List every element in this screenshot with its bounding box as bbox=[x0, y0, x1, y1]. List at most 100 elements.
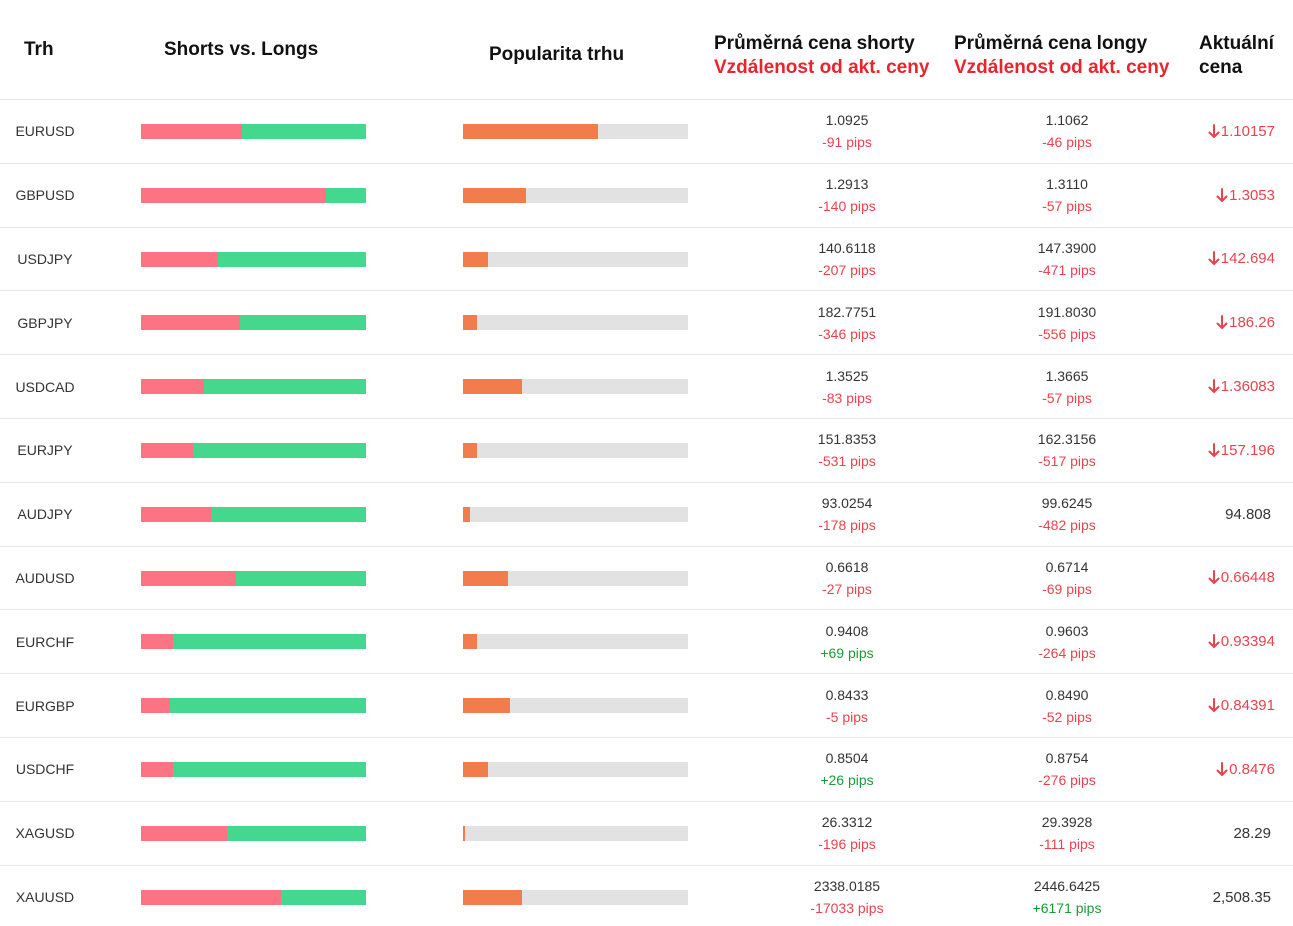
market-symbol[interactable]: USDJPY bbox=[17, 250, 73, 267]
avg-long-pips: -276 pips bbox=[1038, 772, 1096, 789]
current-price-value: 0.93394 bbox=[1220, 633, 1275, 651]
market-symbol[interactable]: EURGBP bbox=[15, 697, 75, 714]
popularity-bar bbox=[463, 698, 688, 714]
table-row[interactable]: USDCAD 1.3525 -83 pips 1.3665 -57 pips 1.3608… bbox=[0, 355, 1293, 419]
avg-short-distance-label: Vzdálenost od akt. ceny bbox=[714, 57, 930, 78]
column-header-avg-short[interactable]: Průměrná cena shorty Vzdálenost od akt. … bbox=[714, 32, 929, 80]
market-symbol[interactable]: EURCHF bbox=[15, 633, 75, 650]
avg-short-price: 26.3312 bbox=[821, 814, 873, 831]
current-price: 1.36083 bbox=[1208, 355, 1275, 418]
table-row[interactable]: EURJPY 151.8353 -531 pips 162.3156 -517 pips… bbox=[0, 419, 1293, 483]
shorts-vs-longs-bar bbox=[141, 698, 366, 714]
shorts-segment bbox=[141, 506, 211, 522]
table-row[interactable]: USDCHF 0.8504 +26 pips 0.8754 -276 pips 0.847… bbox=[0, 738, 1293, 802]
shorts-segment bbox=[141, 251, 218, 267]
arrow-down-icon bbox=[1216, 315, 1228, 330]
shorts-segment bbox=[141, 570, 236, 586]
avg-long-pips: -46 pips bbox=[1042, 134, 1092, 151]
shorts-vs-longs-bar bbox=[141, 251, 366, 267]
avg-long-price: 1.1062 bbox=[1045, 112, 1089, 129]
arrow-down-icon bbox=[1208, 379, 1220, 394]
avg-short-price: 0.8433 bbox=[825, 686, 869, 703]
column-header-avg-long[interactable]: Průměrná cena longy Vzdálenost od akt. c… bbox=[954, 32, 1169, 80]
avg-long-price: 99.6245 bbox=[1041, 495, 1093, 512]
popularity-fill bbox=[463, 698, 511, 714]
current-price-value: 1.10157 bbox=[1220, 122, 1275, 140]
column-header-shorts-vs-longs[interactable]: Shorts vs. Longs bbox=[164, 39, 319, 60]
avg-short-cell: 0.6618 -27 pips bbox=[757, 547, 937, 610]
shorts-segment bbox=[141, 889, 281, 905]
avg-short-pips: -178 pips bbox=[818, 517, 876, 534]
avg-short-pips: -91 pips bbox=[822, 134, 872, 151]
avg-long-cell: 1.3665 -57 pips bbox=[977, 355, 1157, 418]
avg-long-price: 191.8030 bbox=[1037, 303, 1097, 320]
avg-short-cell: 151.8353 -531 pips bbox=[757, 419, 937, 482]
shorts-vs-longs-bar bbox=[141, 315, 366, 331]
avg-long-cell: 0.8754 -276 pips bbox=[977, 738, 1157, 801]
avg-short-cell: 1.0925 -91 pips bbox=[757, 100, 937, 163]
popularity-bar bbox=[463, 825, 688, 841]
table-row[interactable]: XAUUSD 2338.0185 -17033 pips 2446.6425 +6171… bbox=[0, 866, 1293, 926]
market-symbol[interactable]: USDCAD bbox=[15, 378, 75, 395]
avg-long-cell: 0.8490 -52 pips bbox=[977, 674, 1157, 737]
table-row[interactable]: GBPUSD 1.2913 -140 pips 1.3110 -57 pips 1.305… bbox=[0, 164, 1293, 228]
market-symbol[interactable]: XAGUSD bbox=[15, 825, 75, 842]
avg-short-pips: -531 pips bbox=[818, 453, 876, 470]
avg-long-pips: -556 pips bbox=[1038, 325, 1096, 342]
table-row[interactable]: EURGBP 0.8433 -5 pips 0.8490 -52 pips 0.84391 bbox=[0, 674, 1293, 738]
current-price-value: 28.29 bbox=[1233, 824, 1271, 842]
market-symbol[interactable]: GBPJPY bbox=[17, 314, 73, 331]
avg-long-price: 2446.6425 bbox=[1033, 878, 1101, 895]
arrow-down-icon bbox=[1216, 187, 1228, 202]
avg-long-pips: -264 pips bbox=[1038, 644, 1096, 661]
column-header-popularity[interactable]: Popularita trhu bbox=[489, 44, 625, 65]
avg-short-price: 0.9408 bbox=[825, 622, 869, 639]
avg-long-price: 0.8754 bbox=[1045, 750, 1089, 767]
table-row[interactable]: AUDJPY 93.0254 -178 pips 99.6245 -482 pips 94… bbox=[0, 483, 1293, 547]
current-price: 94.808 bbox=[1225, 483, 1271, 546]
avg-short-pips: -196 pips bbox=[818, 836, 876, 853]
market-symbol[interactable]: GBPUSD bbox=[15, 187, 75, 204]
avg-long-price: 147.3900 bbox=[1037, 239, 1097, 256]
popularity-bar bbox=[463, 187, 688, 203]
shorts-vs-longs-bar bbox=[141, 442, 366, 458]
avg-long-pips: -69 pips bbox=[1042, 580, 1092, 597]
column-header-market[interactable]: Trh bbox=[24, 39, 54, 60]
avg-short-cell: 2338.0185 -17033 pips bbox=[757, 866, 937, 926]
sentiment-table-body: EURUSD 1.0925 -91 pips 1.1062 -46 pips 1.1015… bbox=[0, 100, 1293, 926]
popularity-bar bbox=[463, 251, 688, 267]
table-row[interactable]: EURCHF 0.9408 +69 pips 0.9603 -264 pips 0.933… bbox=[0, 610, 1293, 675]
current-price-value: 94.808 bbox=[1225, 505, 1271, 523]
avg-short-cell: 140.6118 -207 pips bbox=[757, 228, 937, 291]
avg-long-cell: 191.8030 -556 pips bbox=[977, 291, 1157, 354]
avg-long-price: 0.6714 bbox=[1045, 558, 1089, 575]
table-row[interactable]: XAGUSD 26.3312 -196 pips 29.3928 -111 pips 28… bbox=[0, 802, 1293, 866]
market-symbol[interactable]: XAUUSD bbox=[15, 889, 75, 906]
table-row[interactable]: EURUSD 1.0925 -91 pips 1.1062 -46 pips 1.1015… bbox=[0, 100, 1293, 164]
avg-short-pips: -207 pips bbox=[818, 261, 876, 278]
table-row[interactable]: AUDUSD 0.6618 -27 pips 0.6714 -69 pips 0.6644… bbox=[0, 547, 1293, 611]
shorts-segment bbox=[141, 698, 171, 714]
popularity-fill bbox=[463, 315, 477, 331]
current-price: 2,508.35 bbox=[1213, 866, 1271, 926]
current-price: 157.196 bbox=[1208, 419, 1275, 482]
market-symbol[interactable]: AUDUSD bbox=[15, 569, 75, 586]
popularity-fill bbox=[463, 187, 526, 203]
shorts-vs-longs-bar bbox=[141, 124, 366, 139]
table-row[interactable]: GBPJPY 182.7751 -346 pips 191.8030 -556 pips… bbox=[0, 291, 1293, 356]
market-symbol[interactable]: USDCHF bbox=[15, 761, 75, 778]
avg-short-pips: -140 pips bbox=[818, 198, 876, 215]
market-symbol[interactable]: EURUSD bbox=[15, 123, 75, 140]
shorts-segment bbox=[141, 761, 173, 777]
avg-long-cell: 1.1062 -46 pips bbox=[977, 100, 1157, 163]
shorts-vs-longs-bar bbox=[141, 570, 366, 586]
current-price: 0.84391 bbox=[1208, 674, 1275, 737]
avg-short-pips: -27 pips bbox=[822, 580, 872, 597]
popularity-fill bbox=[463, 124, 598, 139]
popularity-fill bbox=[463, 251, 488, 267]
avg-long-price: 0.8490 bbox=[1045, 686, 1089, 703]
table-row[interactable]: USDJPY 140.6118 -207 pips 147.3900 -471 pips… bbox=[0, 228, 1293, 292]
market-symbol[interactable]: AUDJPY bbox=[17, 506, 73, 523]
column-header-current-price[interactable]: Aktuální cena bbox=[1199, 32, 1274, 80]
market-symbol[interactable]: EURJPY bbox=[17, 442, 73, 459]
